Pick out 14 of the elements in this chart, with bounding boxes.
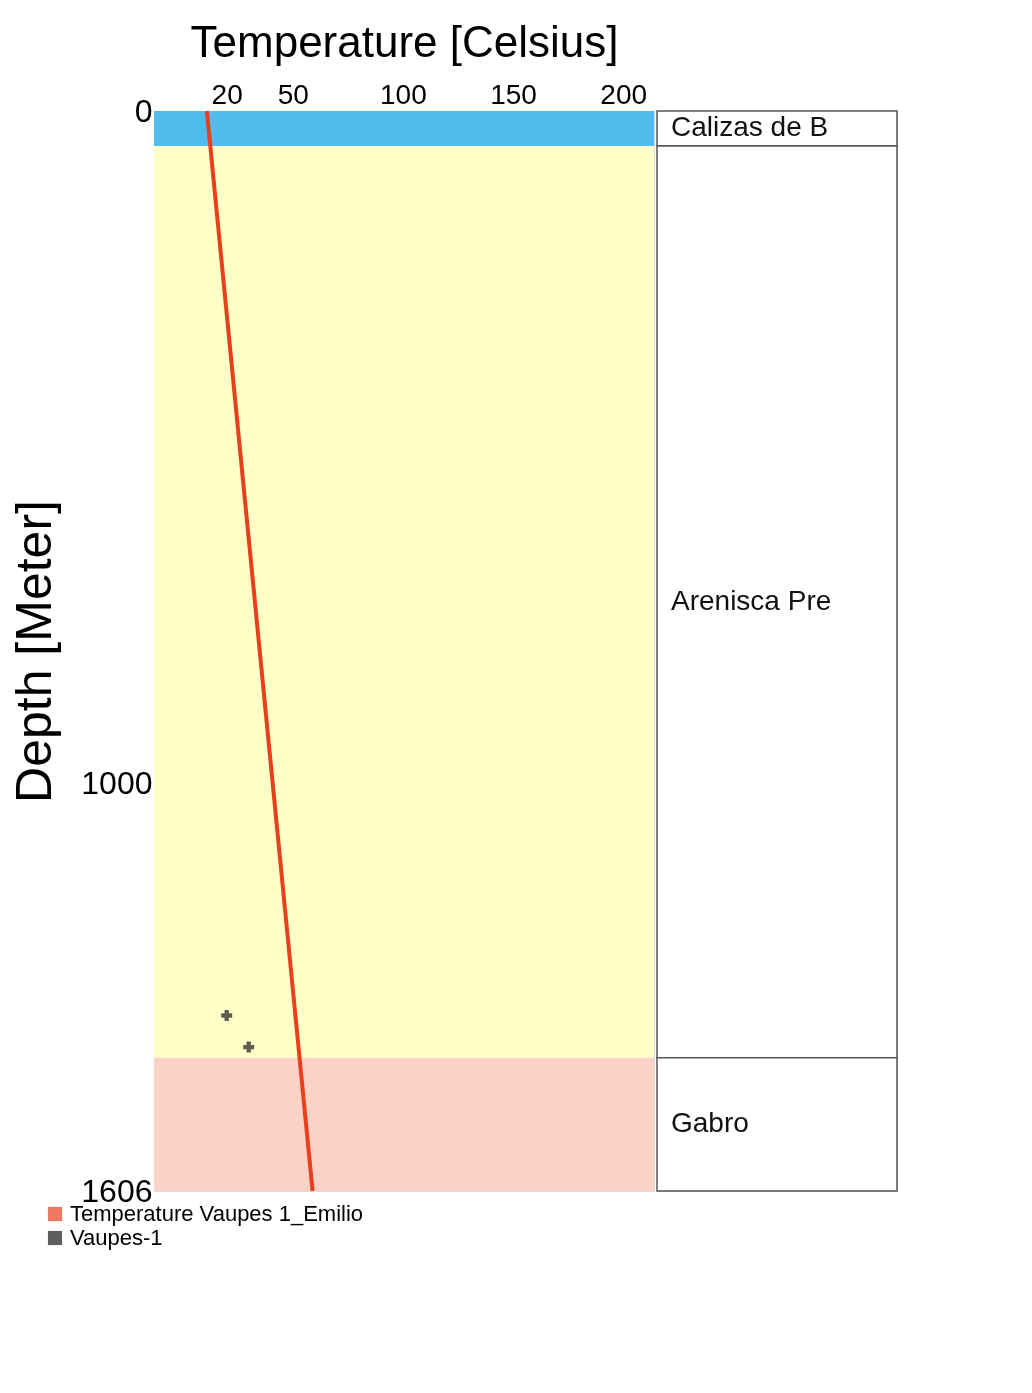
- legend-label: Vaupes-1: [70, 1225, 163, 1250]
- x-tick-label: 150: [490, 78, 537, 110]
- band-label: Calizas de B: [671, 111, 829, 143]
- x-axis-title: Temperature [Celsius]: [190, 16, 619, 66]
- legend-label: Temperature Vaupes 1_Emilio: [70, 1201, 364, 1226]
- x-tick-label: 20: [211, 78, 243, 110]
- x-tick-label: 50: [277, 78, 309, 110]
- x-tick-label: 200: [600, 78, 648, 110]
- y-tick-label: 1000: [81, 764, 153, 801]
- y-tick-label: 0: [134, 92, 153, 129]
- band-label: Gabro: [671, 1107, 749, 1139]
- band-label: Arenisca Pre: [671, 584, 832, 616]
- x-tick-label: 100: [380, 78, 427, 110]
- y-axis-title: Depth [Meter]: [6, 500, 63, 803]
